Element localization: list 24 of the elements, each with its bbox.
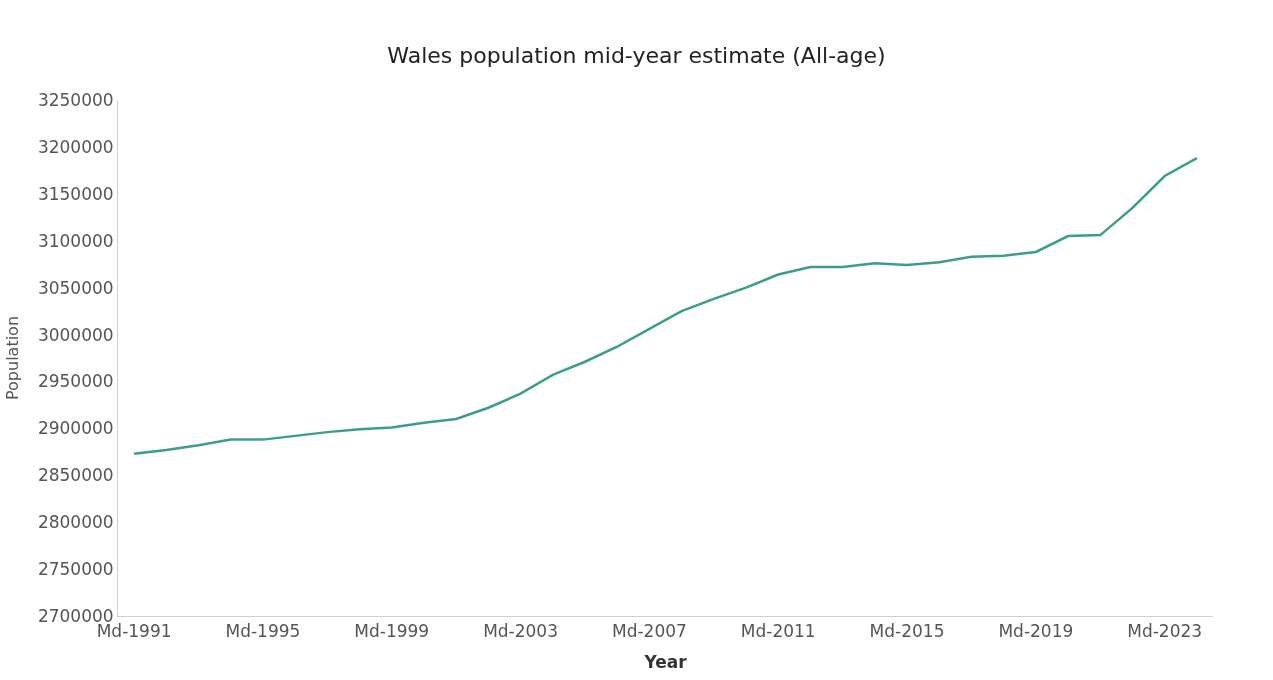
y-tick-label: 3100000 bbox=[37, 230, 114, 251]
y-tick-label: 3250000 bbox=[37, 89, 114, 110]
y-tick-label: 2950000 bbox=[37, 371, 114, 392]
line-series bbox=[132, 156, 1199, 455]
x-tick-label: Md-1999 bbox=[354, 621, 430, 642]
x-tick-label: Md-1991 bbox=[96, 621, 172, 642]
y-tick-label: 2850000 bbox=[37, 465, 114, 486]
y-tick-label: 3000000 bbox=[37, 324, 114, 345]
y-tick-label: 3150000 bbox=[37, 183, 114, 204]
y-tick-label: 2800000 bbox=[37, 512, 114, 533]
x-axis-title: Year bbox=[643, 651, 688, 672]
x-tick-label: Md-2019 bbox=[998, 621, 1074, 642]
x-tick-label: Md-2007 bbox=[611, 621, 687, 642]
x-tick-label: Md-2023 bbox=[1127, 621, 1203, 642]
y-axis-title: Population bbox=[2, 315, 22, 401]
x-tick-label: Md-2015 bbox=[869, 621, 945, 642]
y-tick-label: 2750000 bbox=[37, 559, 114, 580]
x-tick-label: Md-2011 bbox=[740, 621, 816, 642]
x-tick-label: Md-1995 bbox=[225, 621, 301, 642]
y-tick-label: 2900000 bbox=[37, 418, 114, 439]
x-tick-label: Md-2003 bbox=[483, 621, 558, 642]
y-tick-label: 3050000 bbox=[37, 277, 114, 298]
chart-title: Wales population mid-year estimate (All-age) bbox=[387, 43, 886, 68]
y-tick-label: 3200000 bbox=[37, 136, 114, 157]
